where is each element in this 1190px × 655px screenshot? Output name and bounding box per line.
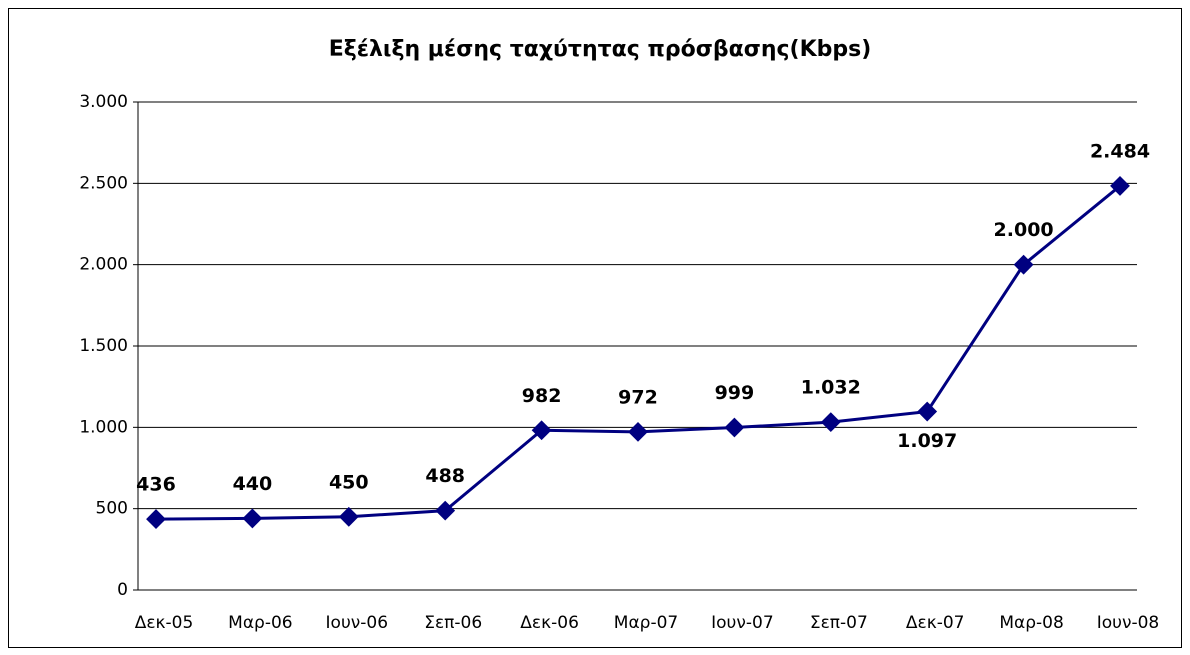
x-tick-label: Ιουν-06	[326, 613, 389, 633]
y-tick-label: 500	[96, 499, 128, 519]
y-tick-label: 2.000	[79, 255, 128, 275]
x-tick-label: Σεπ-07	[810, 613, 868, 633]
y-tick-label: 3.000	[79, 92, 128, 112]
y-tick-label: 1.000	[79, 417, 128, 437]
x-tick-label: Δεκ-05	[135, 613, 194, 633]
marker	[1013, 254, 1034, 275]
marker	[242, 508, 263, 529]
x-tick-label: Ιουν-07	[711, 613, 774, 633]
data-label: 2.484	[1090, 140, 1150, 162]
marker	[531, 420, 552, 441]
marker	[820, 412, 841, 433]
y-tick-label: 0	[117, 580, 128, 600]
chart-border	[8, 8, 1182, 648]
x-tick-label: Μαρ-06	[228, 613, 292, 633]
marker	[628, 421, 648, 442]
x-tick-label: Δεκ-07	[906, 613, 965, 633]
data-label: 440	[233, 473, 273, 495]
data-label: 2.000	[994, 219, 1054, 241]
marker	[338, 506, 359, 527]
x-tick-label: Μαρ-07	[614, 613, 678, 633]
x-tick-label: Δεκ-06	[520, 613, 579, 633]
marker	[1110, 176, 1130, 196]
data-label: 999	[715, 382, 755, 404]
chart-title: Εξέλιξη μέσης ταχύτητας πρόσβασης(Kbps)	[329, 37, 872, 62]
marker	[917, 401, 938, 422]
data-label: 982	[522, 385, 562, 407]
y-tick-label: 1.500	[79, 336, 128, 356]
data-label: 972	[618, 386, 658, 408]
data-label: 1.032	[801, 377, 861, 399]
marker	[724, 417, 745, 438]
x-tick-label: Ιουν-08	[1097, 613, 1160, 633]
x-tick-label: Μαρ-08	[999, 613, 1063, 633]
data-label: 488	[425, 465, 465, 487]
x-tick-label: Σεπ-06	[424, 613, 482, 633]
data-label: 1.097	[897, 430, 957, 452]
y-tick-label: 2.500	[79, 173, 128, 193]
data-label: 436	[136, 474, 176, 496]
marker	[435, 500, 456, 521]
data-label: 450	[329, 471, 369, 493]
